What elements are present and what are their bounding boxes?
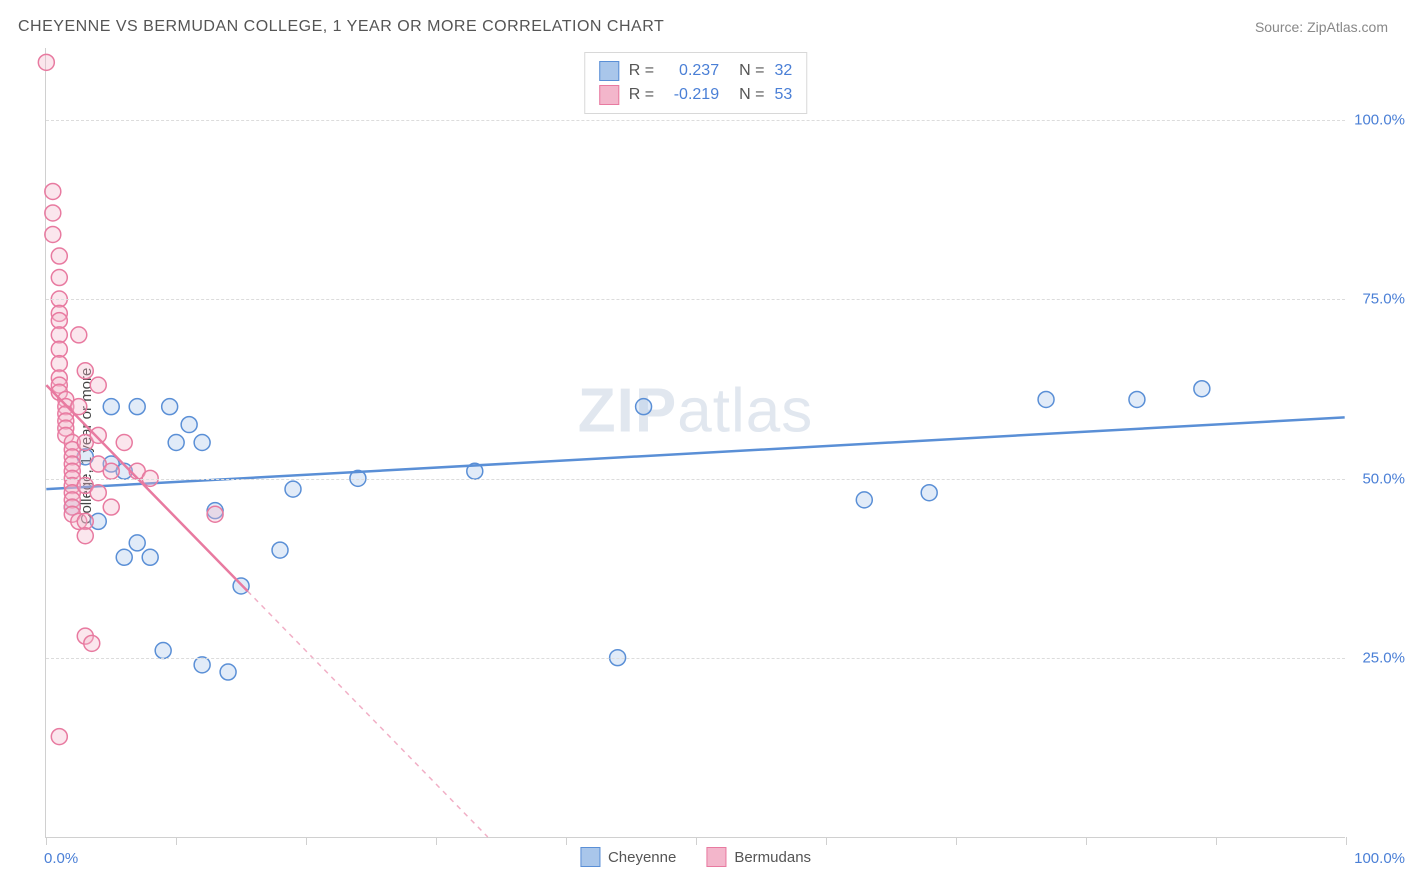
- data-point: [51, 341, 67, 357]
- gridline: [46, 120, 1345, 121]
- data-point: [51, 270, 67, 286]
- r-label: R =: [629, 62, 654, 80]
- x-tick: [696, 837, 697, 845]
- y-tick-label: 100.0%: [1354, 111, 1405, 128]
- legend-item: Cheyenne: [580, 847, 676, 867]
- y-tick-label: 75.0%: [1362, 291, 1405, 308]
- data-point: [181, 417, 197, 433]
- x-tick: [1086, 837, 1087, 845]
- x-tick: [566, 837, 567, 845]
- data-point: [142, 549, 158, 565]
- x-tick: [1346, 837, 1347, 845]
- r-value: -0.219: [664, 86, 719, 104]
- data-point: [1038, 391, 1054, 407]
- data-point: [155, 643, 171, 659]
- data-point: [77, 528, 93, 544]
- data-point: [129, 535, 145, 551]
- title-bar: CHEYENNE VS BERMUDAN COLLEGE, 1 YEAR OR …: [18, 18, 1388, 36]
- data-point: [207, 506, 223, 522]
- y-tick-label: 50.0%: [1362, 470, 1405, 487]
- data-point: [45, 205, 61, 221]
- n-value: 32: [774, 62, 792, 80]
- x-tick: [176, 837, 177, 845]
- data-point: [921, 485, 937, 501]
- data-point: [162, 399, 178, 415]
- data-point: [856, 492, 872, 508]
- r-value: 0.237: [664, 62, 719, 80]
- gridline: [46, 299, 1345, 300]
- stats-row: R = -0.219 N = 53: [599, 83, 792, 107]
- data-point: [51, 248, 67, 264]
- data-point: [38, 54, 54, 70]
- gridline: [46, 658, 1345, 659]
- data-point: [220, 664, 236, 680]
- data-point: [51, 313, 67, 329]
- data-point: [103, 399, 119, 415]
- data-point: [103, 463, 119, 479]
- data-point: [77, 363, 93, 379]
- legend-swatch: [599, 85, 619, 105]
- x-tick-label: 0.0%: [44, 850, 78, 867]
- y-tick-label: 25.0%: [1362, 650, 1405, 667]
- data-point: [51, 327, 67, 343]
- source-label: Source: ZipAtlas.com: [1255, 19, 1388, 35]
- x-tick: [826, 837, 827, 845]
- data-point: [103, 499, 119, 515]
- data-point: [129, 399, 145, 415]
- data-point: [194, 435, 210, 451]
- chart-title: CHEYENNE VS BERMUDAN COLLEGE, 1 YEAR OR …: [18, 18, 664, 36]
- data-point: [636, 399, 652, 415]
- x-tick: [1216, 837, 1217, 845]
- data-point: [116, 435, 132, 451]
- x-tick: [956, 837, 957, 845]
- data-point: [116, 549, 132, 565]
- r-label: R =: [629, 86, 654, 104]
- x-tick: [46, 837, 47, 845]
- chart-svg: [46, 48, 1345, 837]
- data-point: [51, 729, 67, 745]
- data-point: [90, 377, 106, 393]
- data-point: [168, 435, 184, 451]
- data-point: [90, 427, 106, 443]
- chart-container: CHEYENNE VS BERMUDAN COLLEGE, 1 YEAR OR …: [0, 0, 1406, 892]
- n-label: N =: [739, 62, 764, 80]
- x-tick: [306, 837, 307, 845]
- plot-area: ZIPatlas R =0.237N =32R =-0.219N =53 Che…: [45, 48, 1345, 838]
- data-point: [51, 356, 67, 372]
- trend-line-dashed: [248, 591, 488, 837]
- legend-swatch: [599, 61, 619, 81]
- legend-swatch: [580, 847, 600, 867]
- legend-label: Cheyenne: [608, 849, 676, 866]
- n-label: N =: [739, 86, 764, 104]
- bottom-legend: Cheyenne Bermudans: [580, 847, 811, 867]
- stats-row: R = 0.237 N = 32: [599, 59, 792, 83]
- data-point: [285, 481, 301, 497]
- legend-swatch: [706, 847, 726, 867]
- data-point: [77, 513, 93, 529]
- legend-label: Bermudans: [734, 849, 811, 866]
- data-point: [90, 485, 106, 501]
- data-point: [1194, 381, 1210, 397]
- data-point: [45, 227, 61, 243]
- data-point: [84, 635, 100, 651]
- x-tick-label: 100.0%: [1354, 850, 1405, 867]
- x-tick: [436, 837, 437, 845]
- data-point: [71, 327, 87, 343]
- n-value: 53: [774, 86, 792, 104]
- stats-legend-box: R = 0.237 N = 32 R = -0.219 N = 53: [584, 52, 807, 114]
- gridline: [46, 479, 1345, 480]
- data-point: [272, 542, 288, 558]
- data-point: [45, 183, 61, 199]
- data-point: [1129, 391, 1145, 407]
- legend-item: Bermudans: [706, 847, 811, 867]
